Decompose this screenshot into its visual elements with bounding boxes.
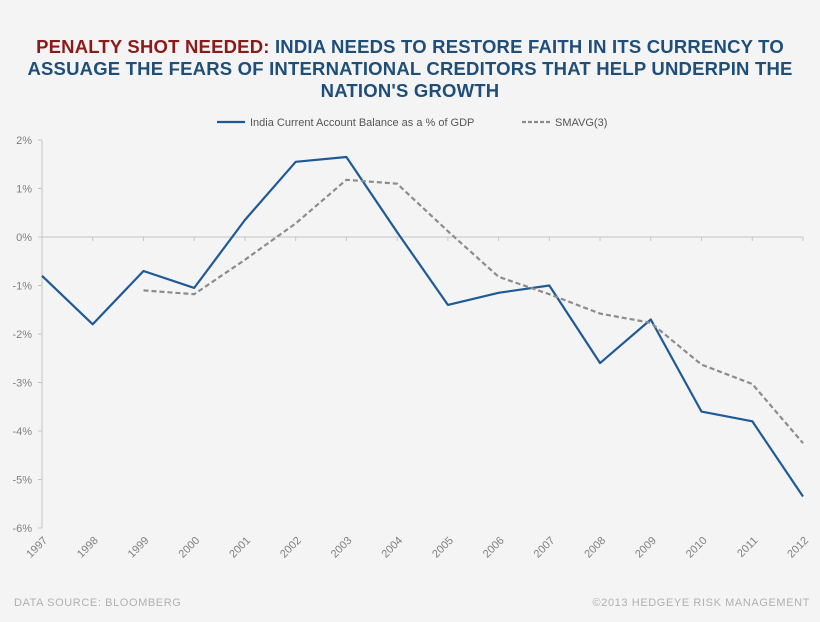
x-tick-label: 2005 bbox=[430, 535, 456, 561]
x-tick-label: 2009 bbox=[633, 535, 659, 561]
x-tick-label: 2000 bbox=[177, 535, 203, 561]
x-tick-label: 2010 bbox=[684, 535, 710, 561]
x-tick-label: 2008 bbox=[582, 535, 608, 561]
y-tick-label: -3% bbox=[12, 378, 32, 390]
y-tick-label: -5% bbox=[12, 475, 32, 487]
y-tick-label: 0% bbox=[16, 232, 32, 244]
y-tick-label: -2% bbox=[12, 329, 32, 341]
y-tick-label: -4% bbox=[12, 426, 32, 438]
chart-title-text: INDIA NEEDS TO RESTORE FAITH IN ITS CURR… bbox=[27, 36, 793, 101]
y-tick-label: -6% bbox=[12, 523, 32, 535]
x-tick-label: 2001 bbox=[227, 535, 253, 561]
data-source-note: DATA SOURCE: BLOOMBERG bbox=[14, 597, 182, 609]
x-tick-label: 2007 bbox=[532, 535, 558, 561]
x-tick-label: 2011 bbox=[735, 535, 760, 560]
x-tick-label: 2002 bbox=[278, 535, 304, 561]
chart-title: PENALTY SHOT NEEDED: INDIA NEEDS TO REST… bbox=[20, 36, 800, 102]
chart-legend: India Current Account Balance as a % of … bbox=[217, 117, 607, 129]
x-tick-label: 1999 bbox=[126, 535, 152, 561]
x-tick-label: 1998 bbox=[75, 535, 101, 561]
series-line-current-account bbox=[41, 155, 804, 498]
x-tick-label: 2006 bbox=[481, 535, 507, 561]
x-tick-label: 1997 bbox=[24, 535, 50, 561]
y-tick-label: 2% bbox=[16, 135, 32, 147]
chart-series bbox=[41, 155, 804, 498]
x-tick-label: 2004 bbox=[379, 535, 405, 561]
x-tick-label: 2003 bbox=[329, 535, 355, 561]
y-tick-label: -1% bbox=[12, 281, 32, 293]
y-tick-label: 1% bbox=[16, 184, 32, 196]
x-tick-label: 2012 bbox=[785, 535, 811, 561]
chart-title-highlight: PENALTY SHOT NEEDED: bbox=[36, 36, 270, 57]
legend-label: SMAVG(3) bbox=[555, 117, 607, 129]
copyright-note: ©2013 HEDGEYE RISK MANAGEMENT bbox=[592, 597, 810, 609]
series-line-smavg bbox=[143, 178, 804, 444]
legend-label: India Current Account Balance as a % of … bbox=[250, 117, 474, 129]
